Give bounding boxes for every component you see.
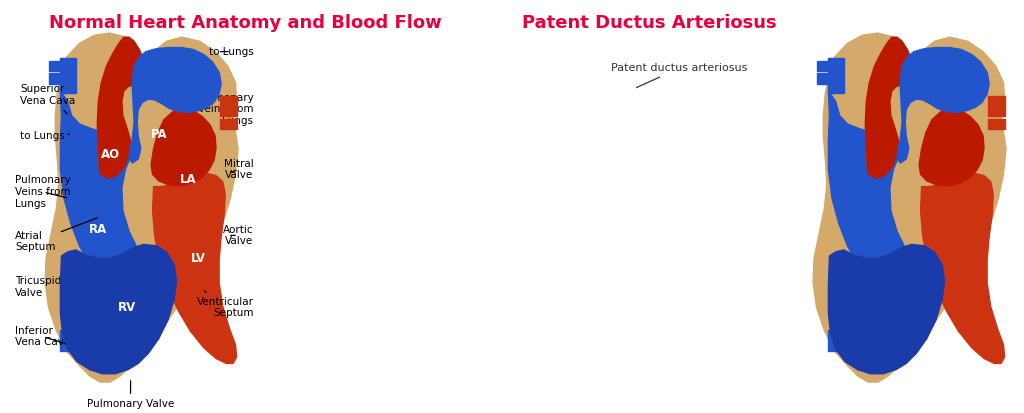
Text: Patent Ductus Arteriosus: Patent Ductus Arteriosus: [522, 14, 777, 33]
Text: AO: AO: [100, 148, 120, 161]
Text: PA: PA: [615, 136, 632, 149]
Polygon shape: [220, 96, 237, 106]
Polygon shape: [865, 37, 910, 178]
Polygon shape: [988, 119, 1005, 129]
Polygon shape: [60, 244, 176, 374]
Polygon shape: [920, 108, 984, 186]
Polygon shape: [817, 61, 829, 71]
Text: Inferior
Vena Cava: Inferior Vena Cava: [15, 326, 71, 347]
Polygon shape: [817, 73, 829, 84]
Text: Mitral
Valve: Mitral Valve: [223, 159, 254, 180]
Polygon shape: [828, 58, 844, 93]
Text: Patent ductus arteriosus: Patent ductus arteriosus: [611, 63, 748, 88]
Polygon shape: [60, 91, 143, 289]
Text: PA: PA: [151, 128, 167, 141]
Text: Ventricular
Septum: Ventricular Septum: [197, 291, 254, 318]
Polygon shape: [988, 107, 1005, 116]
Polygon shape: [60, 330, 77, 351]
Text: Atrial
Septum: Atrial Septum: [15, 218, 97, 252]
Polygon shape: [45, 33, 238, 382]
Text: LV: LV: [191, 252, 206, 265]
Text: LA: LA: [652, 175, 669, 188]
Polygon shape: [988, 96, 1005, 106]
Text: LV: LV: [664, 254, 678, 267]
Text: RA: RA: [89, 223, 108, 236]
Text: Normal Heart Anatomy and Blood Flow: Normal Heart Anatomy and Blood Flow: [49, 14, 442, 33]
Text: RV: RV: [118, 301, 136, 314]
Polygon shape: [60, 58, 76, 93]
Polygon shape: [152, 108, 216, 186]
Polygon shape: [97, 37, 142, 178]
Text: Tricuspid
Valve: Tricuspid Valve: [15, 259, 87, 298]
Text: LA: LA: [180, 173, 197, 186]
Polygon shape: [49, 73, 61, 84]
Polygon shape: [897, 47, 989, 163]
Polygon shape: [828, 244, 944, 374]
Polygon shape: [813, 33, 1006, 382]
Text: RV: RV: [605, 301, 624, 314]
Polygon shape: [153, 173, 237, 363]
Text: Superior
Vena Cava: Superior Vena Cava: [20, 84, 76, 114]
Text: Pulmonary
Veins from
Lungs: Pulmonary Veins from Lungs: [198, 93, 254, 126]
Text: AO: AO: [577, 152, 596, 166]
Text: to Lungs: to Lungs: [20, 131, 70, 141]
Text: Pulmonary
Veins from
Lungs: Pulmonary Veins from Lungs: [15, 176, 71, 209]
Polygon shape: [49, 61, 61, 71]
Text: Pulmonary Valve: Pulmonary Valve: [87, 381, 174, 409]
Polygon shape: [129, 47, 221, 163]
Polygon shape: [220, 119, 237, 129]
Polygon shape: [921, 173, 1005, 363]
Polygon shape: [828, 91, 911, 289]
Text: Aortic
Valve: Aortic Valve: [223, 225, 254, 246]
Polygon shape: [828, 330, 845, 351]
Text: RA: RA: [567, 225, 585, 238]
Text: to Lungs: to Lungs: [209, 47, 254, 57]
Polygon shape: [220, 107, 237, 116]
